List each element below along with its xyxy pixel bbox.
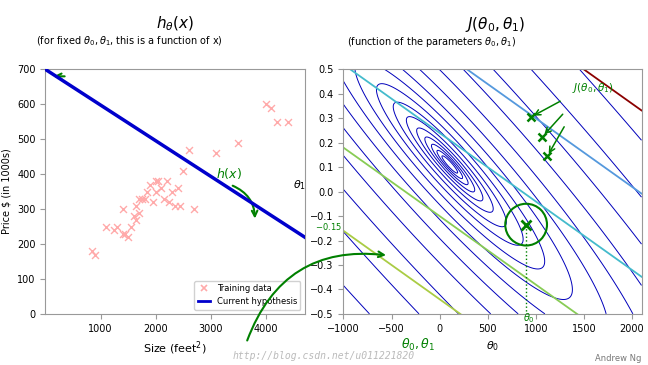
Point xyxy=(128,213,139,219)
Point xyxy=(178,168,189,174)
Point xyxy=(266,105,277,111)
Point xyxy=(87,248,97,254)
Point xyxy=(283,119,293,125)
Point xyxy=(134,196,145,201)
Point xyxy=(161,178,172,184)
Point xyxy=(167,189,178,195)
Point xyxy=(150,189,161,195)
Text: (for fixed $\theta_0, \theta_1$, this is a function of x): (for fixed $\theta_0, \theta_1$, this is… xyxy=(36,35,222,48)
Text: $-0.15$: $-0.15$ xyxy=(315,220,341,231)
Point xyxy=(150,178,161,184)
Text: $h(x)$: $h(x)$ xyxy=(216,166,242,181)
Point xyxy=(101,224,111,230)
Point xyxy=(109,227,119,233)
Point xyxy=(233,140,244,146)
Point xyxy=(176,203,186,208)
Y-axis label: $\theta_1$: $\theta_1$ xyxy=(293,178,306,192)
Point xyxy=(260,101,271,107)
Point xyxy=(117,231,128,237)
Text: $J(\theta_0, \theta_1)$: $J(\theta_0, \theta_1)$ xyxy=(572,81,614,95)
Point xyxy=(145,182,156,188)
Point xyxy=(131,203,141,208)
Point xyxy=(134,210,145,215)
Text: $J(\theta_0, \theta_1)$: $J(\theta_0, \theta_1)$ xyxy=(465,15,526,34)
Point xyxy=(170,203,180,208)
Text: (function of the parameters $\theta_0, \theta_1$): (function of the parameters $\theta_0, \… xyxy=(347,35,516,49)
Text: $\theta_0$: $\theta_0$ xyxy=(523,311,535,325)
Text: $\theta_0, \theta_1$: $\theta_0, \theta_1$ xyxy=(400,337,435,353)
Point xyxy=(112,224,122,230)
Text: $h_\theta(x)$: $h_\theta(x)$ xyxy=(156,15,194,33)
Point xyxy=(148,199,158,205)
Point xyxy=(164,199,174,205)
Text: Andrew Ng: Andrew Ng xyxy=(595,354,642,363)
Point xyxy=(139,196,150,201)
Point xyxy=(142,189,152,195)
Point xyxy=(153,178,163,184)
Point xyxy=(159,196,169,201)
Point xyxy=(189,206,200,212)
Point xyxy=(131,217,141,223)
Point xyxy=(123,234,133,240)
Point xyxy=(156,185,167,191)
X-axis label: Size (feet$^2$): Size (feet$^2$) xyxy=(143,339,207,357)
Point xyxy=(172,185,183,191)
Point xyxy=(183,147,194,153)
X-axis label: $\theta_0$: $\theta_0$ xyxy=(486,339,499,353)
Point xyxy=(126,224,136,230)
Y-axis label: Price $ (in 1000s): Price $ (in 1000s) xyxy=(1,149,12,234)
Point xyxy=(211,150,222,156)
Text: http://blog.csdn.net/u011221820: http://blog.csdn.net/u011221820 xyxy=(233,351,415,361)
Point xyxy=(90,251,100,257)
Point xyxy=(120,231,130,237)
Point xyxy=(137,196,147,201)
Legend: Training data, Current hypothesis: Training data, Current hypothesis xyxy=(194,281,301,310)
Point xyxy=(117,206,128,212)
Point xyxy=(272,119,282,125)
